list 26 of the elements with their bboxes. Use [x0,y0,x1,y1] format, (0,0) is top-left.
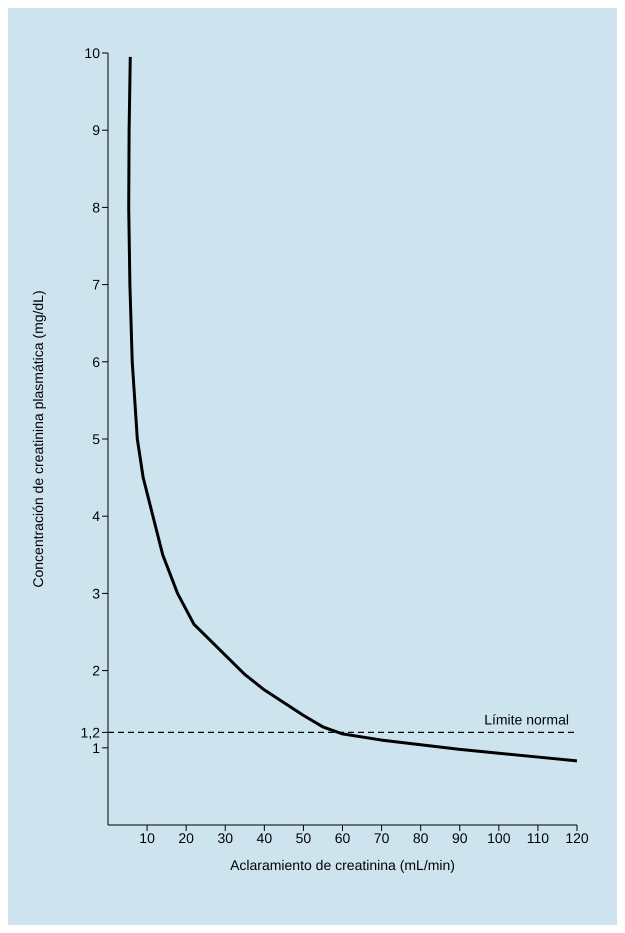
x-tick-label: 40 [256,830,272,846]
x-tick-label: 70 [374,830,390,846]
x-tick-label: 10 [139,830,156,846]
y-tick-label: 1 [92,740,100,756]
y-tick-label: 2 [92,662,100,679]
x-tick-label: 90 [452,830,468,846]
y-tick-label: 6 [92,354,100,370]
y-axis-title: Concentración de creatinina plasmática (mg/dL) [30,290,46,588]
x-tick-label: 50 [296,830,312,846]
x-tick-label: 20 [178,830,194,846]
x-tick-label: 30 [217,830,234,846]
x-tick-label: 60 [334,830,350,846]
x-axis-title: Aclaramiento de creatinina (mL/min) [230,857,455,873]
x-tick-label: 80 [412,830,429,846]
y-tick-label: 1,2 [80,724,100,740]
y-tick-label: 9 [92,122,100,138]
x-tick-label: 100 [487,830,511,846]
y-tick-label: 4 [92,508,100,524]
x-tick-label: 110 [526,830,550,846]
x-tick-label: 120 [565,830,589,846]
ref-line-label: Límite normal [484,711,569,728]
y-tick-label: 7 [92,276,100,293]
y-tick-label: 5 [92,430,100,447]
y-tick-label: 3 [92,585,100,602]
y-tick-label: 10 [84,44,100,61]
y-tick-label: 8 [92,199,100,216]
